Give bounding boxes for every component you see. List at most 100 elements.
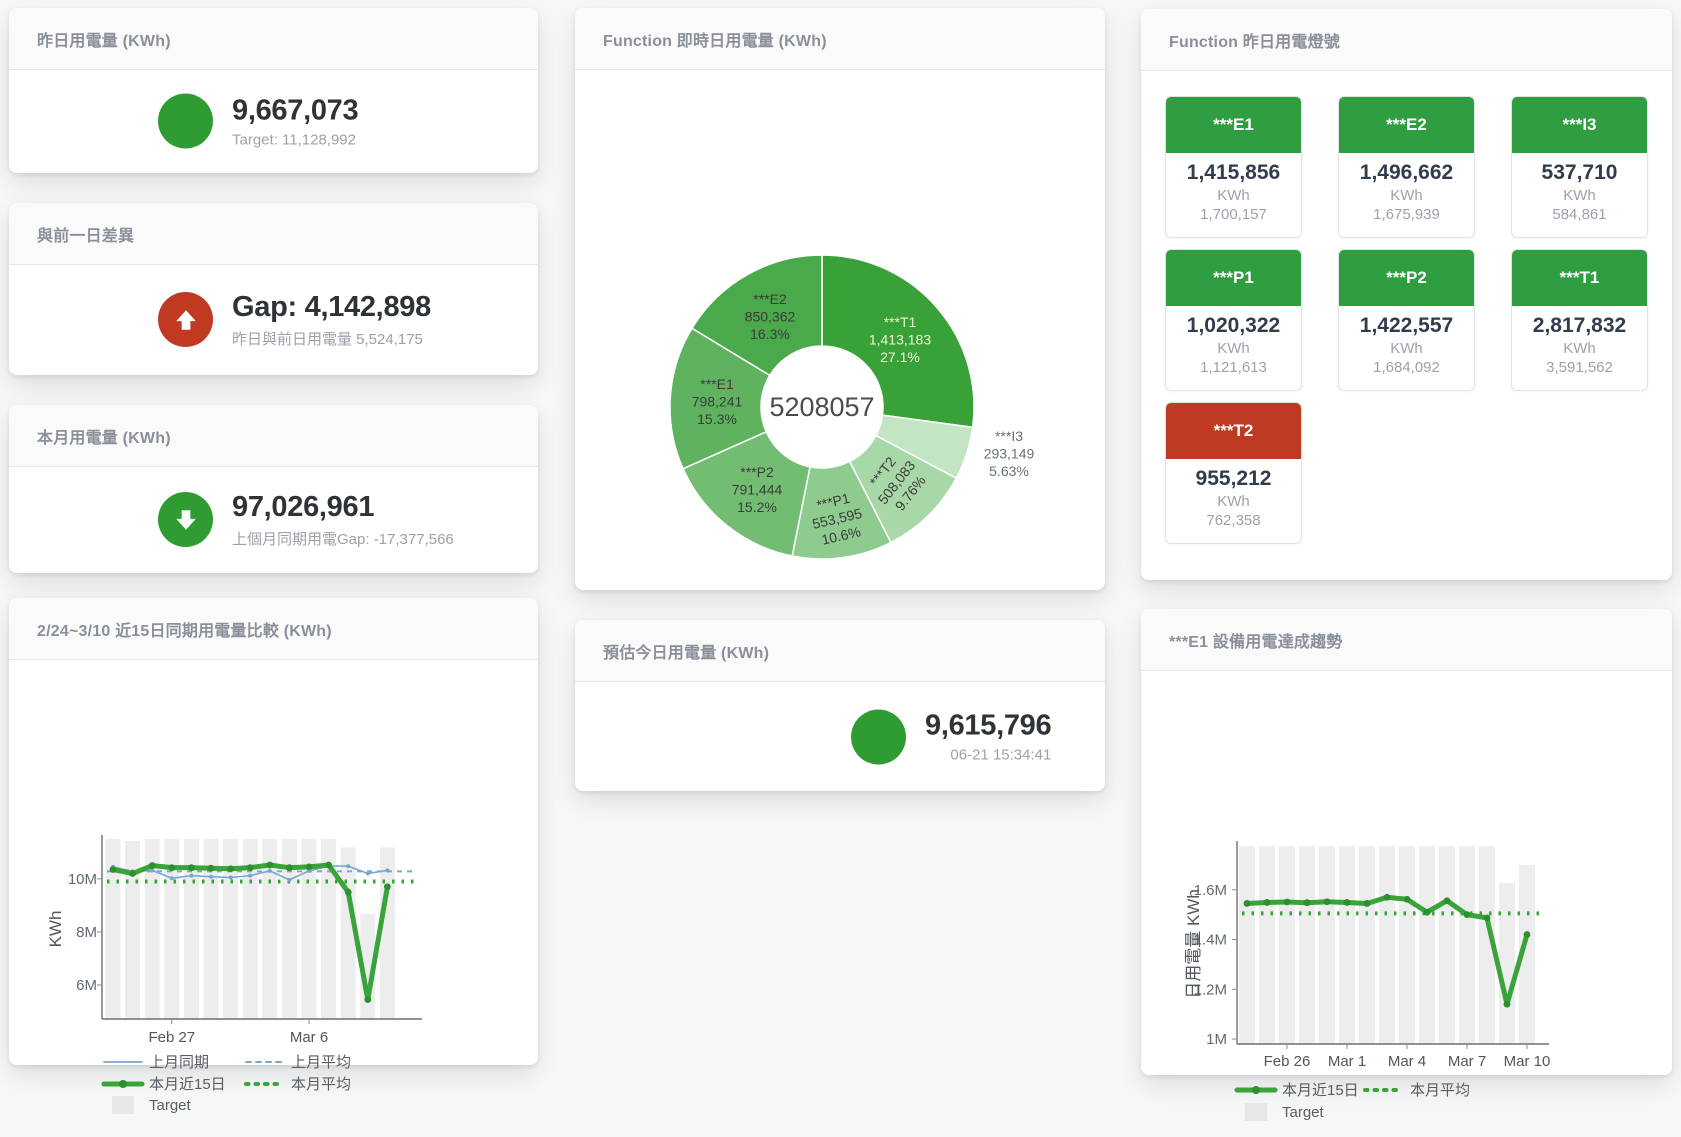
card-realtime-donut: Function 即時日用電量 (KWh) ***T1 1,413,183 27.1… xyxy=(575,8,1105,590)
card-header: Function 昨日用電燈號 xyxy=(1141,9,1672,71)
day-gap-subtext: 昨日與前日用電量 5,524,175 xyxy=(232,330,423,348)
tile-label: ***P2 xyxy=(1339,250,1474,306)
tile-value: 537,710 xyxy=(1541,161,1618,184)
light-tiles-grid: ***E1 1,415,856 KWh 1,700,157 ***E2 1,496,662… xyxy=(1165,96,1648,544)
light-tile-E2: ***E2 1,496,662 KWh 1,675,939 xyxy=(1338,96,1475,238)
light-tile-I3: ***I3 537,710 KWh 584,861 xyxy=(1511,96,1648,238)
tile-value: 1,415,856 xyxy=(1186,161,1281,184)
card-month-usage: 本月用電量 (KWh) 97,026,961 上個月同期用電Gap: -17,3… xyxy=(9,405,538,573)
tile-value: 1,496,662 xyxy=(1359,161,1454,184)
tile-unit: KWh xyxy=(1390,340,1423,357)
card-header: 昨日用電量 (KWh) xyxy=(9,8,538,70)
svg-text:Target: Target xyxy=(149,1097,192,1114)
realtime-usage-donut-chart: ***T1 1,413,183 27.1% ***I3 293,149 5.63% ***T… xyxy=(669,254,1035,560)
svg-text:本月平均: 本月平均 xyxy=(291,1076,351,1093)
donut-slice-E1[interactable] xyxy=(669,327,771,470)
legend-item-上月同期[interactable]: 上月同期 xyxy=(103,1054,209,1071)
tile-target: 1,675,939 xyxy=(1373,206,1440,223)
x-tick-label: Mar 1 xyxy=(1328,1053,1366,1070)
tile-unit: KWh xyxy=(1217,187,1250,204)
y-axis-label: KWh xyxy=(46,911,65,948)
tile-target: 1,684,092 xyxy=(1373,359,1440,376)
svg-text:本月近15日: 本月近15日 xyxy=(149,1076,226,1093)
card-title: Function 即時日用電量 (KWh) xyxy=(603,32,827,50)
card-yesterday-lights: Function 昨日用電燈號 ***E1 1,415,856 KWh 1,700,1… xyxy=(1141,9,1672,580)
donut-slice-P2[interactable] xyxy=(682,430,811,557)
tile-value: 955,212 xyxy=(1195,467,1272,490)
legend-item-Target[interactable]: Target xyxy=(112,1096,192,1114)
donut-slice-E2[interactable] xyxy=(690,254,823,377)
status-circle-icon xyxy=(158,93,213,149)
x-tick-label: Feb 27 xyxy=(148,1029,195,1046)
x-tick-label: Feb 26 xyxy=(1264,1053,1311,1070)
donut-slice-label: ***P1553,59510.6% xyxy=(807,488,868,549)
card-title: Function 昨日用電燈號 xyxy=(1169,33,1340,51)
card-header: 本月用電量 (KWh) xyxy=(9,405,538,467)
y-tick-label: 6M xyxy=(76,977,97,994)
svg-text:Target: Target xyxy=(1282,1104,1325,1121)
tile-label: ***T1 xyxy=(1512,250,1647,306)
tile-unit: KWh xyxy=(1563,340,1596,357)
tile-label: ***T2 xyxy=(1166,403,1301,459)
arrow-down-circle-icon xyxy=(158,492,213,547)
tile-label: ***E2 xyxy=(1339,97,1474,153)
day-gap-stat: Gap: 4,142,898 昨日與前日用電量 5,524,175 xyxy=(158,291,431,349)
y-axis-label: 日用電量 KWh xyxy=(1184,889,1203,999)
x-tick-label: Mar 6 xyxy=(290,1029,328,1046)
donut-slice-label: ***P2 791,444 15.2% xyxy=(732,464,783,515)
svg-text:上月同期: 上月同期 xyxy=(149,1054,209,1071)
card-title: 本月用電量 (KWh) xyxy=(37,429,171,447)
tile-unit: KWh xyxy=(1217,493,1250,510)
card-title: 預估今日用電量 (KWh) xyxy=(603,644,770,662)
y-tick-label: 1M xyxy=(1206,1031,1227,1048)
card-15day-compare-chart: 2/24~3/10 近15日同期用電量比較 (KWh) 6M 8M 10M KWh Fe… xyxy=(9,598,538,1114)
y-tick-label: 10M xyxy=(68,871,97,888)
card-header: Function 即時日用電量 (KWh) xyxy=(575,8,1105,70)
light-tile-P1: ***P1 1,020,322 KWh 1,121,613 xyxy=(1165,249,1302,391)
card-header: ***E1 設備用電達成趨勢 xyxy=(1141,609,1672,671)
tile-value: 2,817,832 xyxy=(1532,314,1627,337)
light-tile-E1: ***E1 1,415,856 KWh 1,700,157 xyxy=(1165,96,1302,238)
svg-text:上月平均: 上月平均 xyxy=(291,1054,351,1071)
day-gap-value: Gap: 4,142,898 xyxy=(232,290,431,323)
target-bars xyxy=(1239,846,1535,1044)
card-yesterday-usage: 昨日用電量 (KWh) 9,667,073 Target: 11,128,992 xyxy=(9,8,538,173)
y-tick-label: 1.6M xyxy=(1194,882,1227,899)
card-e1-trend-chart: ***E1 設備用電達成趨勢 1M 1.2M 1.4M 1.6M 日用電量 KWh Feb… xyxy=(1141,609,1672,1121)
legend-item-上月平均[interactable]: 上月平均 xyxy=(245,1054,351,1071)
tile-label: ***P1 xyxy=(1166,250,1301,306)
yesterday-usage-value: 9,667,073 xyxy=(232,94,359,126)
x-tick-label: Mar 4 xyxy=(1388,1053,1426,1070)
legend-item-本月平均[interactable]: 本月平均 xyxy=(244,1076,351,1093)
tile-target: 3,591,562 xyxy=(1546,359,1613,376)
tile-unit: KWh xyxy=(1217,340,1250,357)
tile-unit: KWh xyxy=(1390,187,1423,204)
donut-slice-label: ***I3 293,149 5.63% xyxy=(984,428,1035,479)
tile-target: 1,121,613 xyxy=(1200,359,1267,376)
today-estimate-stat: 9,615,796 06-21 15:34:41 xyxy=(851,709,1052,764)
x-tick-label: Mar 10 xyxy=(1504,1053,1551,1070)
card-title: ***E1 設備用電達成趨勢 xyxy=(1169,633,1343,651)
today-estimate-value: 9,615,796 xyxy=(925,709,1052,742)
donut-slice-T1[interactable] xyxy=(821,254,975,429)
donut-slice-label: ***E1 798,241 15.3% xyxy=(692,376,743,427)
legend-item-Target[interactable]: Target xyxy=(1245,1103,1325,1121)
card-title: 昨日用電量 (KWh) xyxy=(37,32,171,50)
y-tick-label: 8M xyxy=(76,924,97,941)
card-today-estimate: 預估今日用電量 (KWh) 9,615,796 06-21 15:34:41 xyxy=(575,620,1105,791)
yesterday-usage-target: Target: 11,128,992 xyxy=(232,131,356,148)
donut-slice-label: ***E2 850,362 16.3% xyxy=(745,291,796,342)
tile-unit: KWh xyxy=(1563,187,1596,204)
donut-center-total: 5208057 xyxy=(769,392,874,422)
tile-label: ***I3 xyxy=(1512,97,1647,153)
y-tick-label: 1.4M xyxy=(1194,932,1227,949)
y-tick-label: 1.2M xyxy=(1194,981,1227,998)
month-usage-gap: 上個月同期用電Gap: -17,377,566 xyxy=(232,530,454,548)
donut-slice-label: ***T2508,0839.76% xyxy=(861,447,932,518)
legend-item-本月近15日[interactable]: 本月近15日 xyxy=(101,1076,226,1093)
tile-target: 762,358 xyxy=(1206,512,1261,529)
card-header: 2/24~3/10 近15日同期用電量比較 (KWh) xyxy=(9,598,538,660)
month-usage-stat: 97,026,961 上個月同期用電Gap: -17,377,566 xyxy=(158,491,454,549)
